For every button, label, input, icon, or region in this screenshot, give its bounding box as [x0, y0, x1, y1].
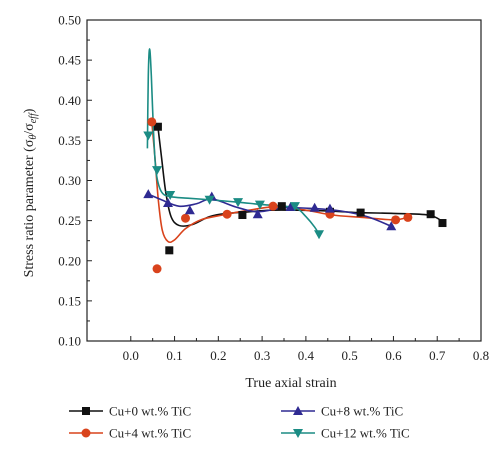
- data-point-series-3: [152, 166, 163, 176]
- data-point-series-0: [153, 122, 162, 131]
- x-axis-title: True axial strain: [245, 376, 336, 391]
- data-point-series-3: [204, 195, 215, 205]
- legend-marker-0: [82, 407, 90, 415]
- data-point-series-2: [309, 202, 320, 212]
- x-axis: 0.0 0.1 0.2 0.3 0.4 0.5 0.6 0.7 0.8: [123, 336, 489, 363]
- data-point-series-1: [181, 213, 190, 223]
- y-tick-label: 0.30: [58, 173, 81, 188]
- legend-marker-3: [293, 429, 303, 438]
- data-point-series-3: [254, 200, 265, 210]
- x-tick-label: 0.8: [473, 348, 489, 363]
- data-point-series-2: [285, 201, 296, 211]
- x-tick-label: 0.3: [254, 348, 270, 363]
- data-point-series-3: [165, 190, 176, 200]
- y-tick-label: 0.45: [58, 53, 81, 68]
- x-tick-label: 0.5: [342, 348, 358, 363]
- y-axis-title-main: Stress ratio parameter (σ: [22, 139, 37, 277]
- plot-frame: [86, 19, 482, 342]
- data-point-series-2: [162, 197, 173, 207]
- plot-border: [86, 19, 482, 342]
- data-point-series-3: [233, 198, 244, 208]
- data-point-series-0: [438, 219, 447, 228]
- data-point-series-3: [314, 230, 325, 240]
- y-tick-label: 0.20: [58, 253, 81, 268]
- legend-label-3: Cu+12 wt.% TiC: [321, 426, 410, 441]
- x-tick-label: 0.4: [298, 348, 315, 363]
- y-tick-label: 0.10: [58, 334, 81, 349]
- y-axis: 0.10 0.15 0.20 0.25 0.30 0.35 0.40 0.45 0.50: [58, 13, 92, 349]
- data-point-series-1: [391, 215, 401, 225]
- y-tick-label: 0.25: [58, 213, 81, 228]
- x-tick-label: 0.7: [429, 348, 446, 363]
- y-axis-title-sub2: eff: [28, 112, 39, 123]
- x-tick-label: 0.2: [210, 348, 226, 363]
- series-line-2: [147, 193, 392, 227]
- y-tick-label: 0.40: [58, 93, 81, 108]
- data-point-series-2: [143, 189, 154, 199]
- data-point-series-0: [426, 210, 435, 219]
- y-axis-title-mid: /σ: [22, 123, 37, 135]
- data-point-series-2: [184, 205, 195, 215]
- data-point-series-0: [165, 246, 174, 255]
- y-tick-label: 0.35: [58, 133, 81, 148]
- y-axis-title-end: ): [22, 108, 37, 113]
- series-markers: [143, 117, 447, 274]
- data-point-series-2: [252, 209, 263, 219]
- data-point-series-0: [277, 202, 286, 211]
- data-point-series-1: [268, 201, 278, 211]
- data-point-series-0: [356, 208, 365, 217]
- y-axis-title-sub1: θ: [28, 135, 39, 140]
- series-line-3: [146, 48, 320, 235]
- legend: Cu+0 wt.% TiC Cu+8 wt.% TiC Cu+4 wt.% TiC C…: [69, 404, 410, 441]
- data-point-series-2: [324, 203, 335, 213]
- data-point-series-3: [289, 202, 300, 212]
- legend-label-0: Cu+0 wt.% TiC: [109, 404, 191, 419]
- data-point-series-3: [143, 131, 154, 141]
- legend-marker-1: [81, 428, 91, 438]
- y-axis-title: Stress ratio parameter (σθ/σeff): [22, 108, 39, 277]
- series-line-1: [150, 121, 409, 244]
- data-point-series-1: [147, 117, 157, 127]
- data-point-series-1: [403, 212, 413, 222]
- data-point-series-0: [238, 211, 247, 220]
- x-tick-label: 0.6: [385, 348, 402, 363]
- y-tick-label: 0.15: [58, 293, 81, 308]
- x-tick-label: 0.1: [166, 348, 182, 363]
- legend-label-1: Cu+4 wt.% TiC: [109, 426, 191, 441]
- legend-label-2: Cu+8 wt.% TiC: [321, 404, 403, 419]
- legend-marker-2: [293, 406, 303, 415]
- data-point-series-1: [152, 264, 162, 274]
- x-tick-label: 0.0: [123, 348, 139, 363]
- y-tick-label: 0.50: [58, 13, 81, 28]
- data-point-series-2: [386, 221, 397, 231]
- data-point-series-1: [222, 209, 232, 219]
